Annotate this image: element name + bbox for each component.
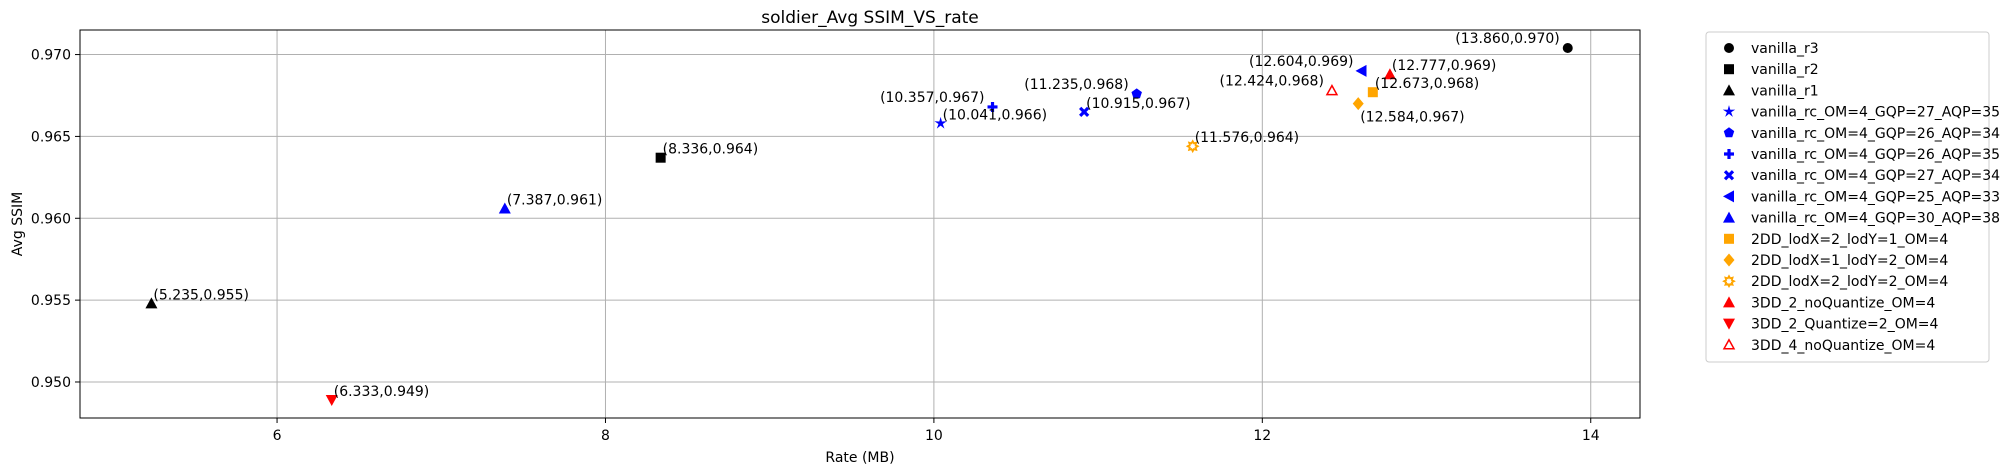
y-tick-label: 0.960 xyxy=(31,211,71,227)
legend-marker-stroke xyxy=(1723,170,1735,181)
legend-frame xyxy=(1705,31,1990,363)
data-point xyxy=(934,116,947,129)
data-label: (12.424,0.968) xyxy=(1219,74,1323,90)
data-labels-layer: (13.860,0.970) (8.336,0.964) (5.235,0.955)… xyxy=(153,31,1559,400)
data-point xyxy=(1185,139,1200,154)
legend-marker xyxy=(1723,318,1735,330)
legend-marker xyxy=(1723,127,1735,138)
legend-marker xyxy=(1723,170,1735,181)
data-label: (8.336,0.964) xyxy=(663,142,759,158)
legend-entry: vanilla_r1 xyxy=(1751,83,1819,99)
legend-marker xyxy=(1723,253,1735,267)
legend-entry: vanilla_r3 xyxy=(1751,41,1819,57)
data-label: (7.387,0.961) xyxy=(507,192,603,208)
y-tick-label: 0.955 xyxy=(31,293,71,309)
x-tick-label: 8 xyxy=(601,428,610,444)
legend-marker xyxy=(1724,64,1734,75)
legend-marker xyxy=(1724,233,1734,244)
legend-entry: 3DD_4_noQuantize_OM=4 xyxy=(1751,338,1935,354)
data-point xyxy=(498,202,511,214)
data-point xyxy=(1562,43,1573,54)
legend-marker xyxy=(1722,105,1736,117)
x-axis-title: Rate (MB) xyxy=(825,450,894,466)
legend: vanilla_r3 vanilla_r2 vanilla_r1 vanilla_rc… xyxy=(1705,31,2000,363)
data-label: (10.357,0.967) xyxy=(880,90,984,106)
x-tick-label: 12 xyxy=(1253,428,1271,444)
legend-marker xyxy=(1722,274,1736,289)
y-tick-label: 0.950 xyxy=(31,375,71,391)
legend-entry: vanilla_r2 xyxy=(1751,62,1819,78)
chart-title: soldier_Avg SSIM_VS_rate xyxy=(761,8,979,28)
data-point xyxy=(1325,84,1339,96)
x-tick-label: 10 xyxy=(925,428,943,444)
data-label: (12.777,0.969) xyxy=(1392,58,1496,74)
grid-layer xyxy=(80,30,1640,418)
y-tick-label: 0.965 xyxy=(31,129,71,145)
points-layer xyxy=(145,43,1573,406)
legend-entry: vanilla_rc_OM=4_GQP=26_AQP=35 xyxy=(1751,147,2000,163)
legend-entry: vanilla_rc_OM=4_GQP=27_AQP=34 xyxy=(1751,168,2000,184)
legend-marker xyxy=(1723,190,1734,203)
legend-entry: 2DD_lodX=1_lodY=2_OM=4 xyxy=(1751,253,1948,269)
data-label: (10.915,0.967) xyxy=(1086,96,1190,112)
plot-area-frame xyxy=(79,29,1641,419)
data-point xyxy=(1383,68,1396,80)
data-label: (11.576,0.964) xyxy=(1195,130,1299,146)
legend-marker xyxy=(1722,338,1736,350)
data-label: (5.235,0.955) xyxy=(153,287,249,303)
data-point xyxy=(325,394,338,406)
data-point xyxy=(145,297,158,309)
y-tick-label: 0.970 xyxy=(31,48,71,64)
data-point xyxy=(1367,87,1378,98)
legend-marker xyxy=(1724,43,1734,53)
data-point xyxy=(1352,97,1364,111)
data-point-stroke xyxy=(1079,106,1090,117)
legend-entry: vanilla_rc_OM=4_GQP=27_AQP=35 xyxy=(1751,105,2000,121)
legend-entry: vanilla_rc_OM=4_GQP=30_AQP=38 xyxy=(1751,211,2000,227)
data-point xyxy=(1355,64,1367,77)
legend-entry: 2DD_lodX=2_lodY=2_OM=4 xyxy=(1751,274,1948,290)
data-label: (12.673,0.968) xyxy=(1375,76,1479,92)
legend-entry: vanilla_rc_OM=4_GQP=25_AQP=33 xyxy=(1751,189,2000,205)
legend-entry: 3DD_2_noQuantize_OM=4 xyxy=(1751,295,1935,311)
data-label: (12.604,0.969) xyxy=(1249,54,1353,70)
legend-marker xyxy=(1723,296,1735,308)
legend-entry: vanilla_rc_OM=4_GQP=26_AQP=34 xyxy=(1751,126,2000,142)
legend-entry: 3DD_2_Quantize=2_OM=4 xyxy=(1751,317,1939,333)
data-point xyxy=(1131,88,1142,99)
legend-marker xyxy=(1723,211,1735,223)
data-label: (13.860,0.970) xyxy=(1455,31,1559,47)
y-axis-title: Avg SSIM xyxy=(10,192,26,256)
x-tick-label: 6 xyxy=(273,428,282,444)
data-label: (10.041,0.966) xyxy=(943,107,1047,123)
x-tick-label: 14 xyxy=(1582,428,1600,444)
data-label: (6.333,0.949) xyxy=(334,384,430,400)
data-point xyxy=(987,101,998,112)
data-label: (11.235,0.968) xyxy=(1024,77,1128,93)
legend-marker xyxy=(1724,149,1734,159)
data-label: (12.584,0.967) xyxy=(1360,110,1464,126)
legend-marker xyxy=(1723,84,1735,96)
data-point xyxy=(1079,106,1090,117)
data-point xyxy=(655,152,666,163)
ticks-layer: 6 8 10 12 14 0.950 0.955 0.960 0.965 0.970 xyxy=(31,48,1600,444)
legend-entry: 2DD_lodX=2_lodY=1_OM=4 xyxy=(1751,232,1948,248)
